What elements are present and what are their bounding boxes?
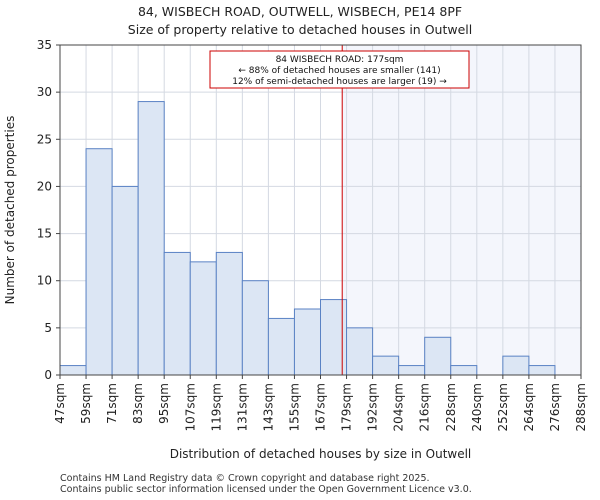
y-tick-label: 15	[37, 227, 52, 241]
x-tick-label: 83sqm	[131, 383, 145, 424]
bar-252sqm	[502, 355, 530, 376]
bar-119sqm	[215, 251, 243, 376]
y-tick-label: 10	[37, 274, 52, 288]
annotation-box: 84 WISBECH ROAD: 177sqm ← 88% of detache…	[209, 50, 470, 89]
bar-131sqm	[241, 280, 269, 376]
x-axis-label: Distribution of detached houses by size …	[170, 447, 472, 461]
bar-228sqm	[450, 365, 478, 376]
chart-title: 84, WISBECH ROAD, OUTWELL, WISBECH, PE14…	[137, 4, 463, 19]
bar-192sqm	[372, 355, 400, 376]
x-tick-label: 276sqm	[548, 383, 562, 431]
x-tick-label: 228sqm	[444, 383, 458, 431]
bar-95sqm	[163, 251, 191, 376]
x-tick-label: 252sqm	[496, 383, 510, 431]
y-tick-label: 20	[37, 179, 52, 193]
x-tick-label: 167sqm	[314, 383, 328, 431]
y-tick-label: 5	[44, 321, 52, 335]
bar-107sqm	[189, 261, 217, 376]
x-tick-label: 71sqm	[105, 383, 119, 424]
footer-licence: Contains public sector information licen…	[60, 484, 472, 495]
annotation-frame	[209, 50, 470, 89]
x-tick-label: 192sqm	[366, 383, 380, 431]
bar-47sqm	[59, 365, 87, 376]
x-tick-label: 47sqm	[53, 383, 67, 424]
bar-143sqm	[267, 317, 295, 376]
x-tick-label: 204sqm	[392, 383, 406, 431]
y-tick-label: 25	[37, 132, 52, 146]
footer-copyright: Contains HM Land Registry data © Crown c…	[60, 473, 430, 484]
x-tick-label: 288sqm	[574, 383, 588, 431]
annotation-line-2: ← 88% of detached houses are smaller (14…	[238, 66, 440, 76]
bar-71sqm	[111, 185, 139, 376]
bar-59sqm	[85, 148, 113, 376]
bars	[59, 101, 556, 376]
x-tick-label: 264sqm	[522, 383, 536, 431]
bar-179sqm	[346, 327, 374, 376]
x-tick-label: 155sqm	[287, 383, 301, 431]
y-tick-label: 30	[37, 85, 52, 99]
y-axis-ticks: 0 5 10 15 20 25 30 35	[37, 38, 60, 382]
chart-subtitle: Size of property relative to detached ho…	[127, 22, 473, 37]
y-tick-label: 35	[37, 38, 52, 52]
bar-204sqm	[398, 365, 426, 376]
y-tick-label: 0	[44, 368, 52, 382]
x-tick-label: 143sqm	[261, 383, 275, 431]
x-tick-label: 216sqm	[418, 383, 432, 431]
bar-216sqm	[424, 336, 452, 376]
annotation-line-3: 12% of semi-detached houses are larger (…	[232, 77, 447, 87]
highlight-region	[342, 45, 581, 375]
bar-264sqm	[528, 365, 556, 376]
bar-83sqm	[137, 101, 165, 376]
x-tick-label: 131sqm	[235, 383, 249, 431]
x-tick-label: 119sqm	[209, 383, 223, 431]
y-axis-label: Number of detached properties	[3, 116, 17, 305]
x-tick-label: 107sqm	[183, 383, 197, 431]
annotation-line-1: 84 WISBECH ROAD: 177sqm	[276, 55, 404, 65]
x-tick-label: 95sqm	[157, 383, 171, 424]
x-tick-label: 59sqm	[79, 383, 93, 424]
x-tick-label: 179sqm	[340, 383, 354, 431]
bar-155sqm	[293, 308, 322, 376]
x-axis-ticks: 47sqm 59sqm 71sqm 83sqm 95sqm 107sqm 119sqm 131…	[53, 375, 588, 431]
x-tick-label: 240sqm	[470, 383, 484, 431]
